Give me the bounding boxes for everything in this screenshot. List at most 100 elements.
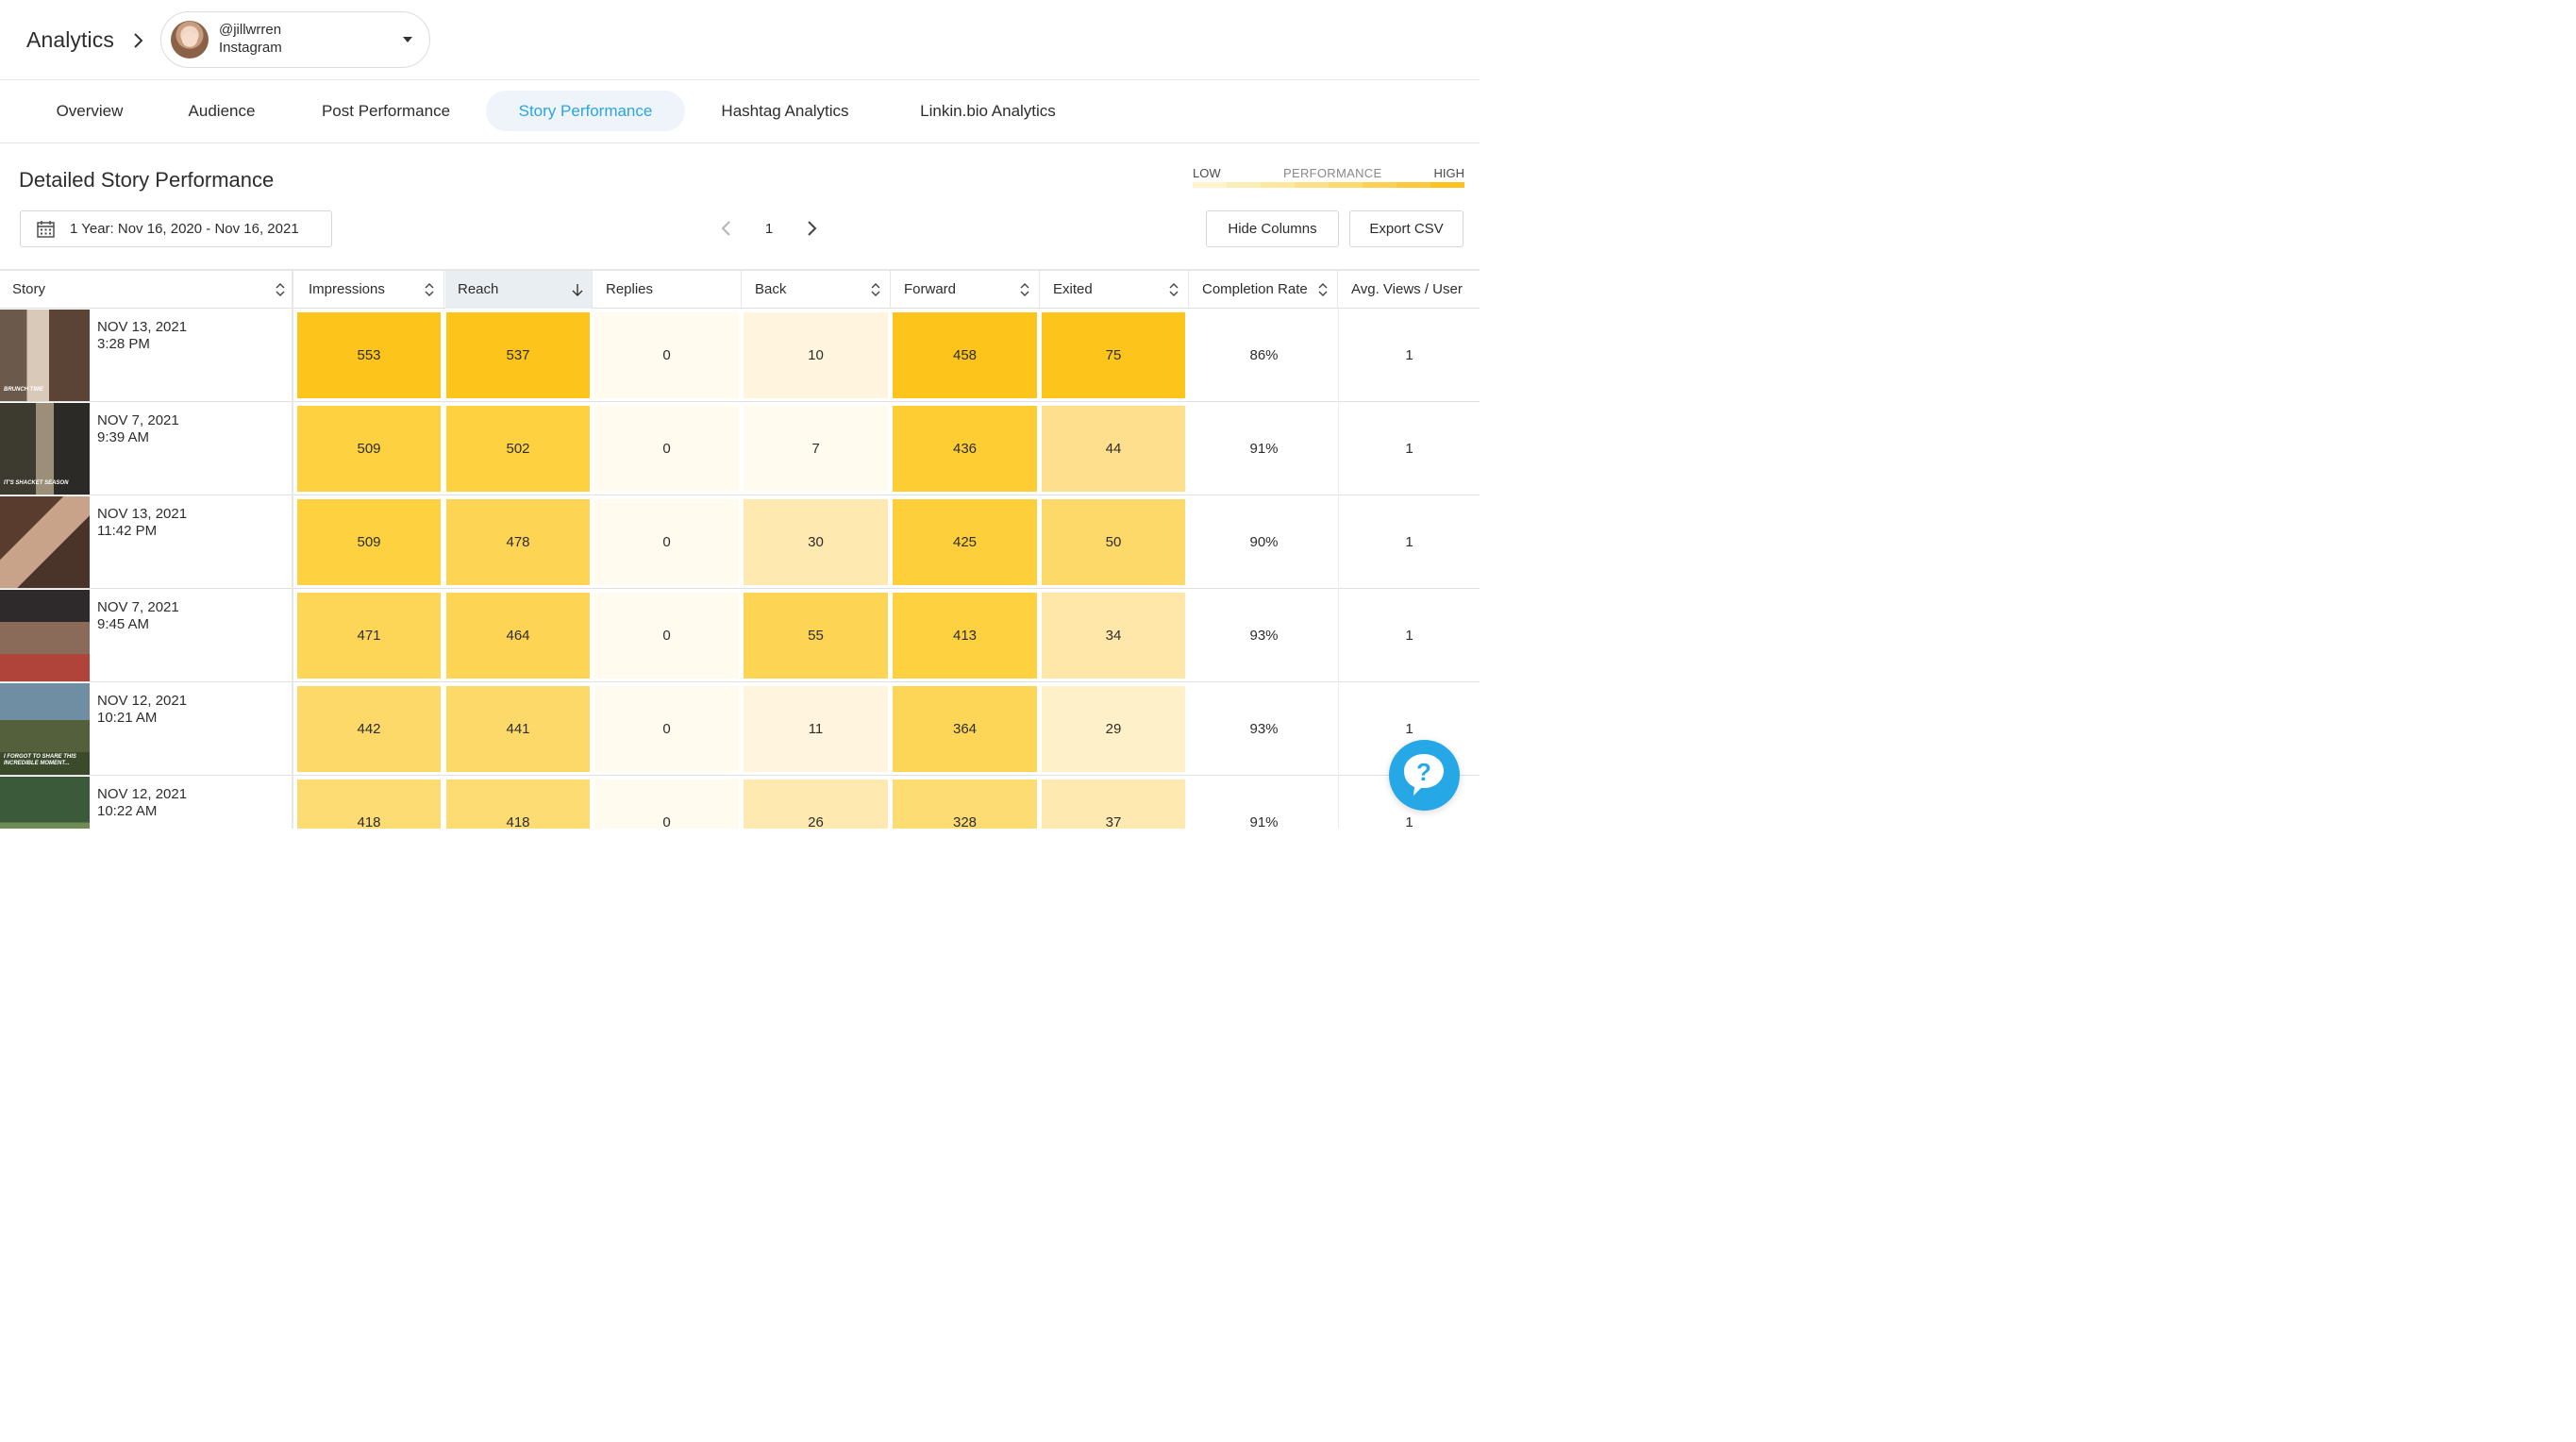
hide-columns-button[interactable]: Hide Columns [1206,210,1339,247]
cell-completion-rate: 90% [1190,495,1339,589]
story-cell[interactable]: IT'S SHACKET SEASON NOV 7, 2021 9:39 AM [0,402,293,495]
cell-completion-rate: 93% [1190,682,1339,776]
tab-hashtag-analytics[interactable]: Hashtag Analytics [721,102,849,120]
cell-reach: 478 [446,499,590,585]
cell-impressions: 553 [297,312,441,398]
tab-linkinbio-analytics[interactable]: Linkin.bio Analytics [920,102,1056,120]
column-header-forward[interactable]: Forward [892,271,1040,309]
cell-forward: 364 [893,686,1037,772]
chevron-left-icon[interactable] [719,219,734,238]
column-header-reach[interactable]: Reach [445,271,593,309]
story-cell[interactable]: BRUNCH TIME NOV 13, 2021 3:28 PM [0,309,293,402]
cell-avg-views: 1 [1405,441,1413,457]
export-csv-button[interactable]: Export CSV [1349,210,1464,247]
cell-exited: 44 [1042,406,1185,492]
section-title: Detailed Story Performance [19,168,275,192]
cell-avg-views: 1 [1405,347,1413,363]
page-title: Analytics [26,27,114,52]
story-datetime: NOV 7, 2021 9:45 AM [97,599,179,633]
cell-reach: 537 [446,312,590,398]
story-date: NOV 12, 2021 [97,786,188,802]
cell-forward: 413 [893,593,1037,679]
column-header-exited[interactable]: Exited [1041,271,1189,309]
svg-text:?: ? [1416,758,1431,786]
table-row: NOV 7, 2021 9:45 AM 471 464 0 55 413 34 93% 1 [0,589,1480,682]
cell-impressions: 442 [297,686,441,772]
sort-icon [425,283,434,296]
legend-swatch [1261,182,1295,188]
date-range-picker[interactable]: 1 Year: Nov 16, 2020 - Nov 16, 2021 [20,210,332,247]
story-time: 10:22 AM [97,803,158,819]
legend-swatch [1397,182,1430,188]
cell-reach: 441 [446,686,590,772]
page-number: 1 [764,221,774,237]
column-header-completion-rate[interactable]: Completion Rate [1190,271,1338,309]
column-header-label: Exited [1053,281,1093,297]
performance-legend: LOW PERFORMANCE HIGH [1193,166,1464,189]
column-header-label: Replies [606,281,654,297]
thumbnail-caption: IT'S SHACKET SEASON [4,480,69,486]
story-cell[interactable]: NOV 7, 2021 9:45 AM [0,589,293,682]
sort-icon [276,283,285,296]
table-header: Story Impressions Reach Replies Back For… [0,271,1480,309]
column-header-label: Back [755,281,787,297]
story-datetime: NOV 13, 2021 3:28 PM [97,319,187,353]
thumbnail-caption: BRUNCH TIME [4,387,43,393]
cell-back: 11 [744,686,888,772]
story-thumbnail [0,590,90,681]
cell-completion-rate: 91% [1190,402,1339,495]
avatar [171,21,209,59]
cell-replies: 0 [594,406,739,492]
table-row: I FORGOT TO SHARE THIS INCREDIBLE MOMENT… [0,682,1480,776]
account-network: Instagram [219,40,282,56]
cell-forward: 436 [893,406,1037,492]
cell-avg-views: 1 [1405,721,1413,737]
story-date: NOV 7, 2021 [97,412,179,428]
cell-replies: 0 [594,780,739,829]
story-time: 3:28 PM [97,336,150,352]
story-thumbnail [0,496,90,588]
tab-post-performance[interactable]: Post Performance [321,102,451,120]
cell-back: 7 [744,406,888,492]
cell-completion-rate: 86% [1190,309,1339,402]
story-cell[interactable]: LOOK AT THEM ! IT WAS THE ONE ON THE RIG… [0,776,293,829]
column-header-label: Avg. Views / User [1351,281,1463,297]
tab-overview[interactable]: Overview [56,102,124,120]
story-cell[interactable]: NOV 13, 2021 11:42 PM [0,495,293,589]
sort-descending-icon [572,284,583,296]
story-thumbnail: IT'S SHACKET SEASON [0,403,90,495]
cell-exited: 29 [1042,686,1185,772]
cell-back: 30 [744,499,888,585]
story-date: NOV 7, 2021 [97,599,179,615]
story-cell[interactable]: I FORGOT TO SHARE THIS INCREDIBLE MOMENT… [0,682,293,776]
chevron-right-icon[interactable] [804,219,819,238]
story-thumbnail: BRUNCH TIME [0,310,90,401]
column-header-avg-views[interactable]: Avg. Views / User [1339,271,1480,309]
story-time: 9:39 AM [97,429,150,445]
column-header-back[interactable]: Back [743,271,891,309]
cell-exited: 50 [1042,499,1185,585]
legend-swatch [1430,182,1464,188]
column-header-replies[interactable]: Replies [594,271,742,309]
tab-audience[interactable]: Audience [188,102,256,120]
cell-replies: 0 [594,499,739,585]
cell-forward: 328 [893,780,1037,829]
column-header-story[interactable]: Story [0,271,293,309]
sort-icon [1169,283,1179,296]
calendar-icon [37,221,55,238]
help-button[interactable]: ? [1389,740,1460,811]
story-datetime: NOV 12, 2021 10:21 AM [97,693,187,727]
account-selector[interactable]: @jillwrren Instagram [160,11,430,68]
legend-swatch [1329,182,1363,188]
sort-icon [1020,283,1029,296]
legend-swatch [1363,182,1397,188]
column-header-impressions[interactable]: Impressions [296,271,444,309]
cell-exited: 37 [1042,780,1185,829]
cell-replies: 0 [594,686,739,772]
cell-exited: 75 [1042,312,1185,398]
cell-avg-views: 1 [1405,534,1413,550]
tab-story-performance[interactable]: Story Performance [486,91,685,131]
table-row: NOV 13, 2021 11:42 PM 509 478 0 30 425 50 90% 1 [0,495,1480,589]
story-datetime: NOV 7, 2021 9:39 AM [97,412,179,446]
cell-avg-views: 1 [1405,814,1413,829]
